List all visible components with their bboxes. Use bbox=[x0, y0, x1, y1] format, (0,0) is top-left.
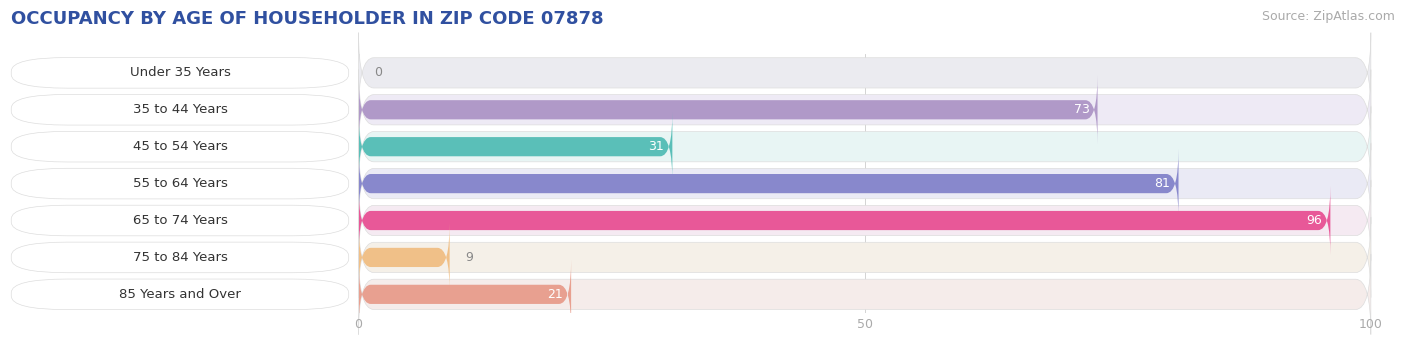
Text: 55 to 64 Years: 55 to 64 Years bbox=[132, 177, 228, 190]
FancyBboxPatch shape bbox=[359, 112, 672, 181]
FancyBboxPatch shape bbox=[359, 106, 1371, 187]
FancyBboxPatch shape bbox=[359, 186, 1330, 255]
Text: 81: 81 bbox=[1154, 177, 1170, 190]
Text: 45 to 54 Years: 45 to 54 Years bbox=[132, 140, 228, 153]
Text: Under 35 Years: Under 35 Years bbox=[129, 66, 231, 79]
Text: 21: 21 bbox=[547, 288, 562, 301]
FancyBboxPatch shape bbox=[359, 33, 1371, 113]
Text: 9: 9 bbox=[465, 251, 472, 264]
Text: 73: 73 bbox=[1074, 103, 1090, 116]
Text: 65 to 74 Years: 65 to 74 Years bbox=[132, 214, 228, 227]
FancyBboxPatch shape bbox=[359, 260, 571, 329]
FancyBboxPatch shape bbox=[359, 254, 1371, 335]
Text: 35 to 44 Years: 35 to 44 Years bbox=[132, 103, 228, 116]
Text: 31: 31 bbox=[648, 140, 664, 153]
FancyBboxPatch shape bbox=[359, 217, 1371, 298]
FancyBboxPatch shape bbox=[359, 180, 1371, 261]
FancyBboxPatch shape bbox=[359, 75, 1098, 144]
Text: 75 to 84 Years: 75 to 84 Years bbox=[132, 251, 228, 264]
Text: 85 Years and Over: 85 Years and Over bbox=[120, 288, 240, 301]
Text: Source: ZipAtlas.com: Source: ZipAtlas.com bbox=[1261, 10, 1395, 23]
FancyBboxPatch shape bbox=[359, 143, 1371, 224]
Text: 96: 96 bbox=[1306, 214, 1322, 227]
Text: OCCUPANCY BY AGE OF HOUSEHOLDER IN ZIP CODE 07878: OCCUPANCY BY AGE OF HOUSEHOLDER IN ZIP C… bbox=[11, 10, 603, 28]
FancyBboxPatch shape bbox=[359, 149, 1178, 218]
FancyBboxPatch shape bbox=[359, 223, 450, 292]
Text: 0: 0 bbox=[374, 66, 381, 79]
FancyBboxPatch shape bbox=[359, 70, 1371, 150]
